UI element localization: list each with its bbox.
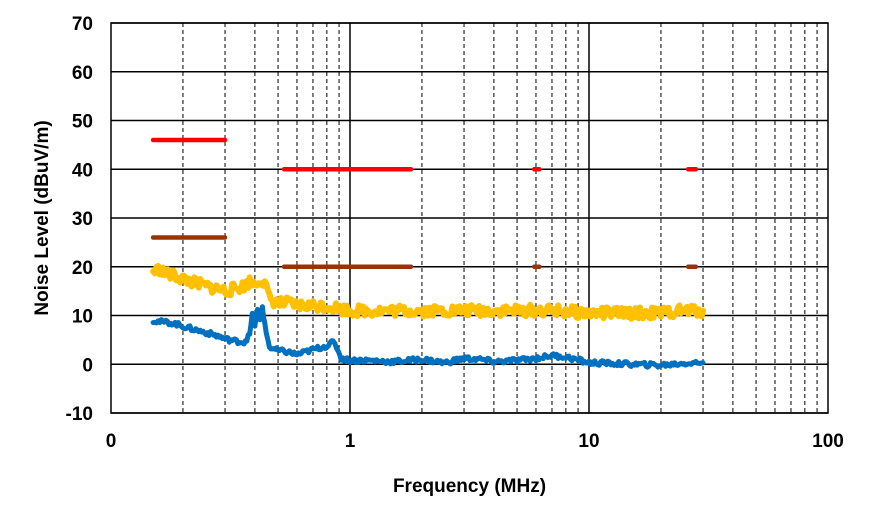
- plot-series: [150, 137, 706, 370]
- peak-noise-trace: [150, 262, 706, 322]
- average-noise-trace: [150, 304, 706, 370]
- y-tick-label: 60: [72, 63, 93, 84]
- y-tick-label: 40: [72, 160, 93, 181]
- y-tick-label: 50: [72, 112, 93, 133]
- x-tick-label: 10: [578, 431, 599, 452]
- y-axis-ticks: -10 0 10 20 30 40 50 60 70: [66, 14, 93, 425]
- y-tick-label: 70: [72, 14, 93, 35]
- plot-frame: [110, 22, 829, 414]
- x-tick-label: 0: [106, 431, 117, 452]
- y-tick-label: -10: [66, 404, 93, 425]
- x-axis-ticks: 0 1 10 100: [106, 431, 844, 452]
- x-axis-title: Frequency (MHz): [393, 476, 546, 497]
- y-tick-label: 10: [72, 307, 93, 328]
- y-axis-title: Noise Level (dBuV/m): [32, 120, 53, 315]
- x-tick-label: 100: [812, 431, 844, 452]
- y-tick-label: 0: [82, 355, 93, 376]
- y-tick-label: 20: [72, 258, 93, 279]
- y-tick-label: 30: [72, 209, 93, 230]
- x-tick-label: 1: [345, 431, 356, 452]
- grid: [111, 22, 828, 414]
